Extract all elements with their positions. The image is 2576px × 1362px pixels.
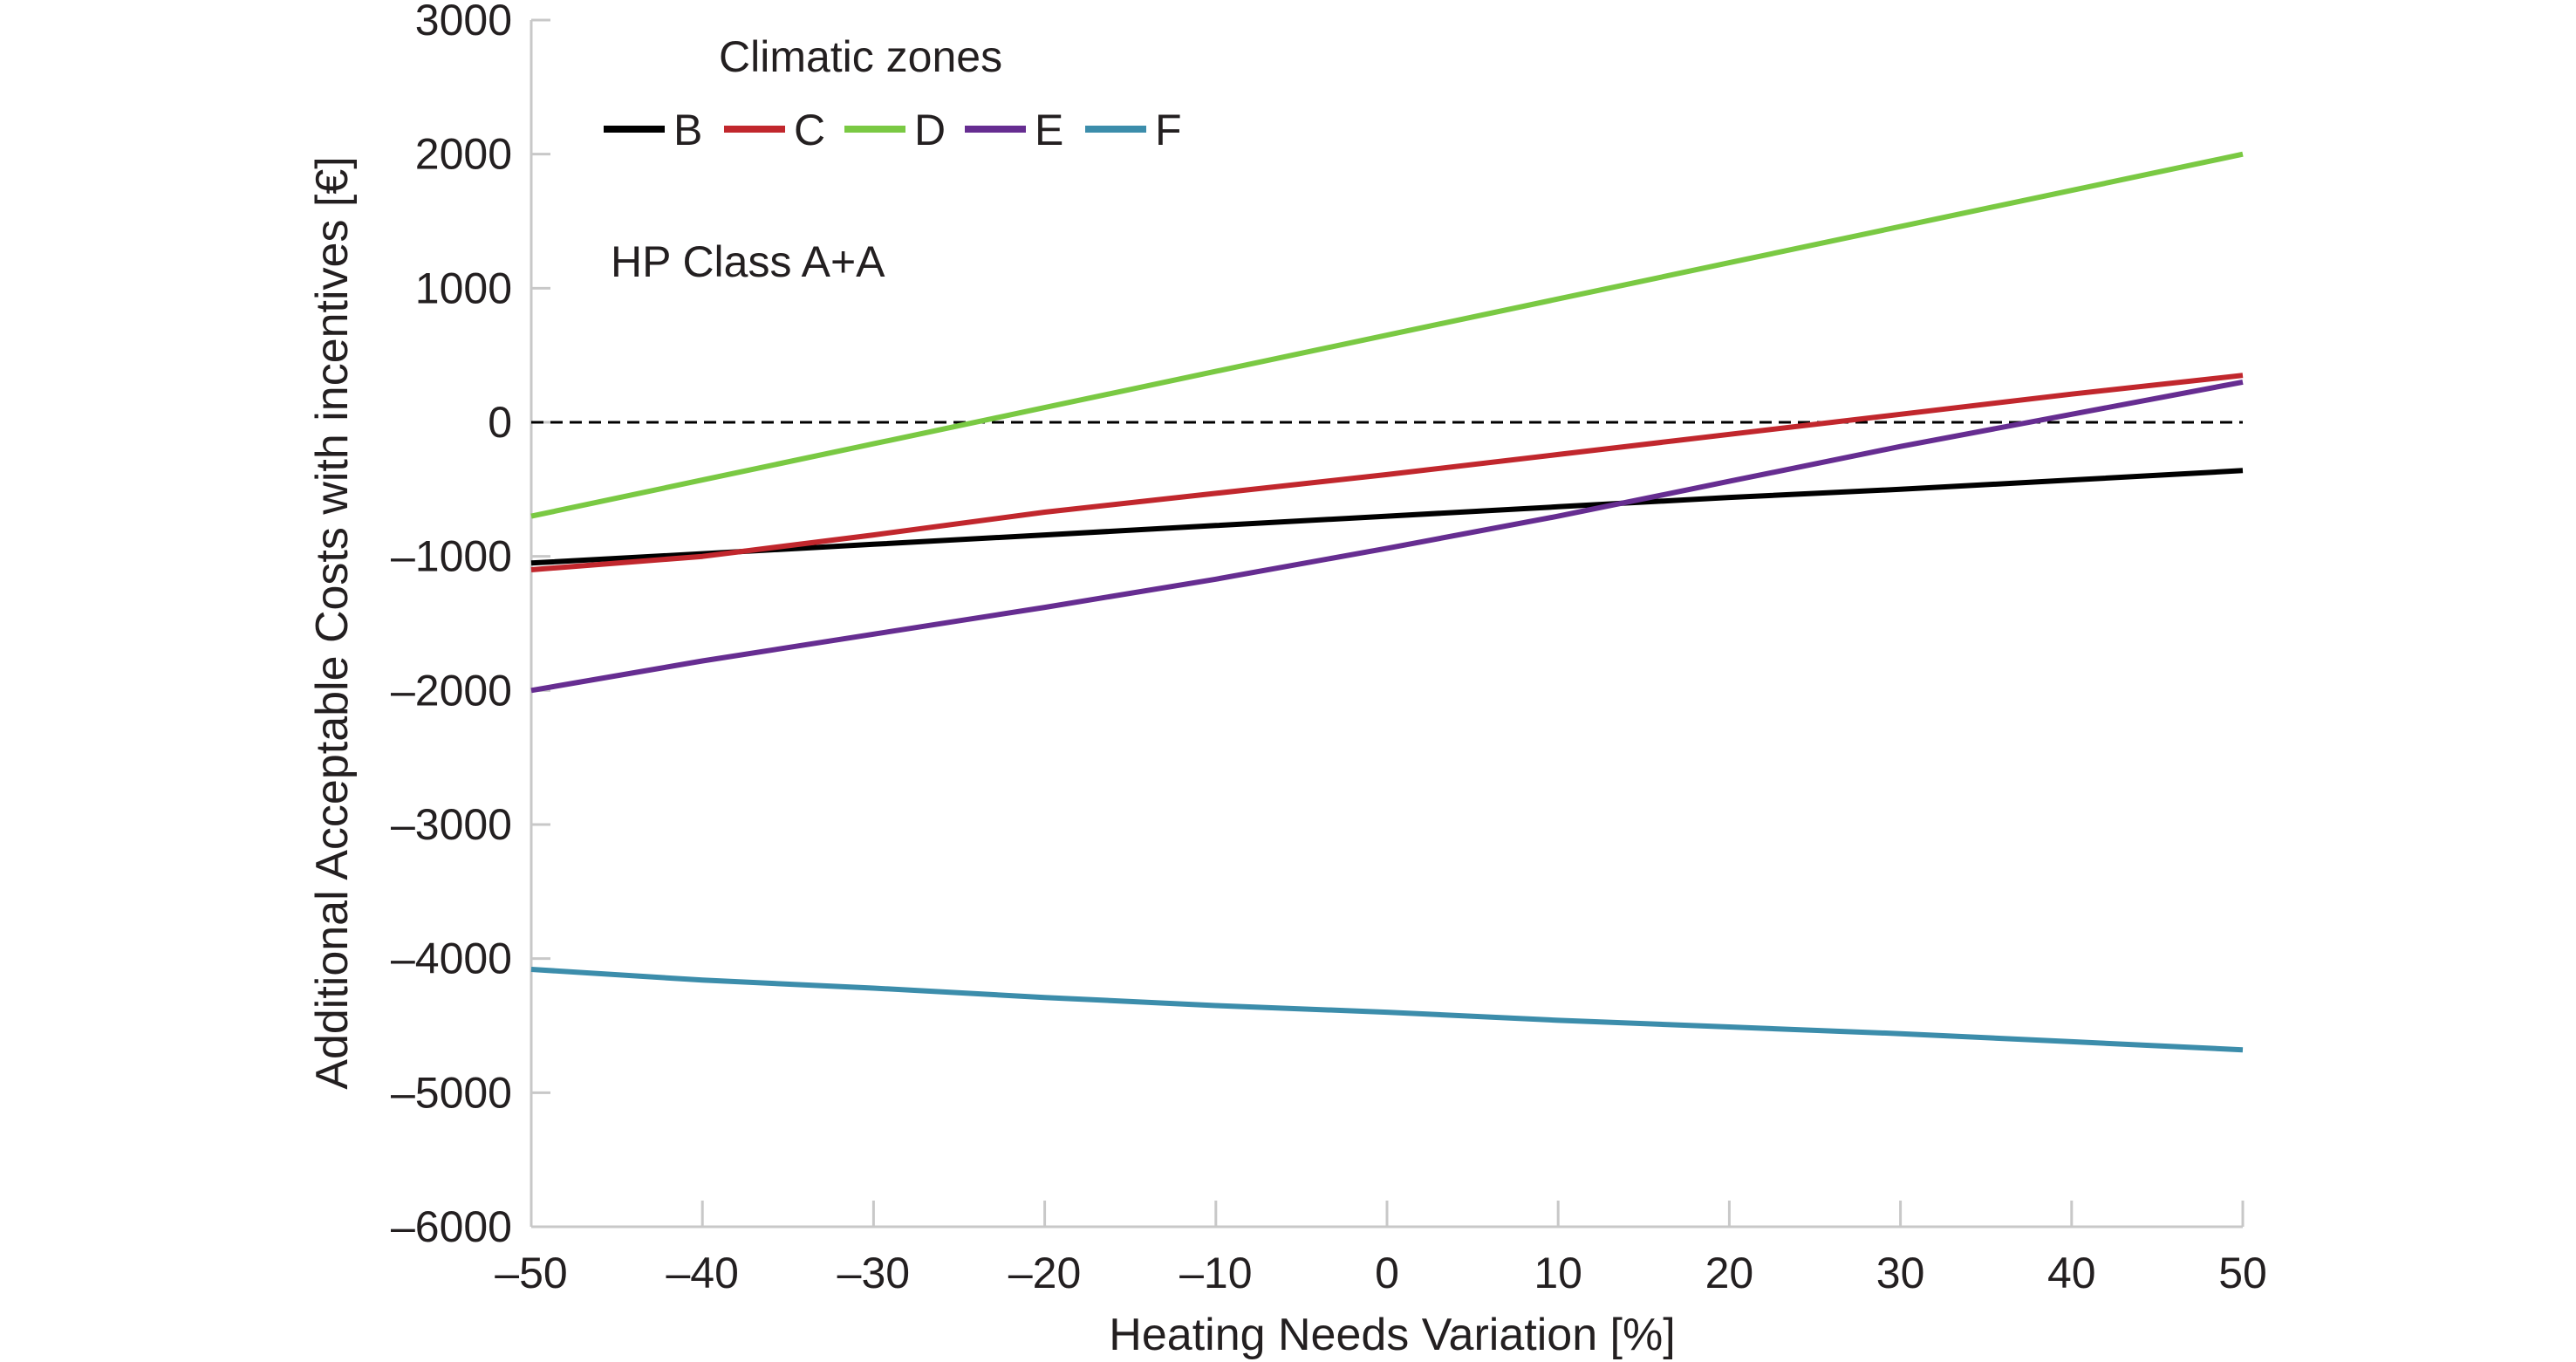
y-tick-label: –1000 xyxy=(391,532,512,581)
x-tick-label: 10 xyxy=(1534,1249,1582,1297)
legend-title: Climatic zones xyxy=(719,32,1002,81)
y-tick-label: –3000 xyxy=(391,800,512,849)
x-tick-label: –30 xyxy=(837,1249,910,1297)
legend-label-d: D xyxy=(914,106,946,154)
y-tick-label: 3000 xyxy=(415,0,512,44)
x-tick-label: –20 xyxy=(1008,1249,1081,1297)
y-tick-label: –4000 xyxy=(391,934,512,983)
series-line-f xyxy=(530,967,2244,1053)
series-line-b xyxy=(530,468,2244,566)
x-tick-label: 40 xyxy=(2047,1249,2096,1297)
x-ticks: –50 –40 –30 –20 –10 0 10 20 30 40 50 xyxy=(495,1201,2267,1297)
x-tick-label: 50 xyxy=(2218,1249,2267,1297)
legend-items: B C D E F xyxy=(604,106,1182,154)
y-tick-label: –2000 xyxy=(391,666,512,715)
y-tick-label: 2000 xyxy=(415,130,512,179)
legend-label-f: F xyxy=(1155,106,1182,154)
y-axis-title: Additional Acceptable Costs with incenti… xyxy=(307,156,358,1089)
legend-label-b: B xyxy=(673,106,702,154)
x-tick-label: –50 xyxy=(495,1249,567,1297)
x-tick-label: 20 xyxy=(1705,1249,1754,1297)
axes: 3000 2000 1000 0 –1000 –2000 –3000 –4000 –5000 –6… xyxy=(391,0,2267,1297)
y-tick-label: 0 xyxy=(488,398,512,447)
x-axis-title: Heating Needs Variation [%] xyxy=(1109,1310,1675,1360)
legend: Climatic zones B C D E F xyxy=(604,32,1182,154)
x-tick-label: –40 xyxy=(666,1249,738,1297)
series-line-d xyxy=(530,151,2244,519)
x-tick-label: –10 xyxy=(1179,1249,1252,1297)
x-tick-label: 30 xyxy=(1876,1249,1925,1297)
x-tick-label: 0 xyxy=(1375,1249,1399,1297)
y-tick-label: 1000 xyxy=(415,264,512,312)
y-tick-label: –5000 xyxy=(391,1068,512,1117)
series-line-c xyxy=(530,373,2244,572)
y-tick-label: –6000 xyxy=(391,1202,512,1251)
legend-label-c: C xyxy=(794,106,825,154)
series-line-e xyxy=(530,379,2244,694)
y-ticks: 3000 2000 1000 0 –1000 –2000 –3000 –4000 –5000 –6… xyxy=(391,0,550,1251)
annotation-hp-class: HP Class A+A xyxy=(611,237,885,286)
legend-label-e: E xyxy=(1035,106,1063,154)
series-group xyxy=(530,151,2244,1053)
